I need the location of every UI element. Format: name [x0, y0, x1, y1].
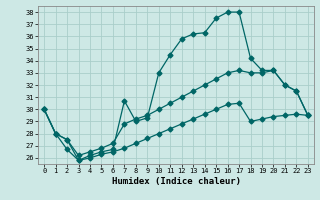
X-axis label: Humidex (Indice chaleur): Humidex (Indice chaleur) [111, 177, 241, 186]
